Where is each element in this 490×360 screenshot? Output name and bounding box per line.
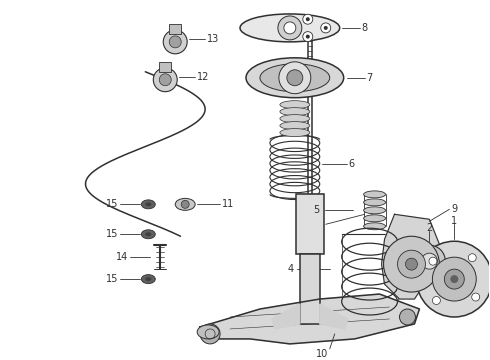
- Polygon shape: [272, 304, 300, 329]
- Circle shape: [163, 30, 187, 54]
- Circle shape: [278, 16, 302, 40]
- Circle shape: [324, 26, 328, 30]
- Circle shape: [287, 70, 303, 86]
- Circle shape: [279, 62, 311, 94]
- Ellipse shape: [146, 277, 151, 281]
- Circle shape: [284, 22, 296, 34]
- Ellipse shape: [364, 223, 386, 230]
- Bar: [300, 254, 320, 324]
- Circle shape: [450, 275, 458, 283]
- Text: 15: 15: [106, 229, 119, 239]
- Text: 1: 1: [451, 216, 457, 226]
- Circle shape: [321, 23, 331, 33]
- Text: 15: 15: [106, 199, 119, 210]
- Circle shape: [397, 250, 425, 278]
- Circle shape: [414, 245, 445, 277]
- Circle shape: [429, 257, 437, 265]
- Circle shape: [153, 68, 177, 92]
- Text: 3: 3: [367, 209, 373, 219]
- Text: 6: 6: [349, 159, 355, 170]
- Circle shape: [432, 257, 476, 301]
- Circle shape: [303, 14, 313, 24]
- Bar: [169, 24, 181, 34]
- Ellipse shape: [240, 14, 340, 42]
- Circle shape: [432, 297, 441, 305]
- Circle shape: [200, 324, 220, 344]
- Ellipse shape: [197, 325, 219, 339]
- Circle shape: [159, 74, 171, 86]
- Ellipse shape: [280, 101, 310, 109]
- Circle shape: [406, 258, 417, 270]
- Text: 15: 15: [106, 274, 119, 284]
- Circle shape: [416, 241, 490, 317]
- Ellipse shape: [280, 108, 310, 116]
- Text: 11: 11: [222, 199, 234, 210]
- Bar: [296, 194, 324, 254]
- Ellipse shape: [280, 114, 310, 123]
- Circle shape: [444, 269, 465, 289]
- Ellipse shape: [364, 207, 386, 214]
- Circle shape: [421, 253, 438, 269]
- Ellipse shape: [146, 232, 151, 236]
- Ellipse shape: [260, 64, 330, 92]
- Text: 5: 5: [314, 205, 320, 215]
- Text: 10: 10: [316, 349, 328, 359]
- Text: 12: 12: [197, 72, 210, 82]
- Text: 13: 13: [207, 34, 220, 44]
- Ellipse shape: [364, 191, 386, 198]
- Circle shape: [399, 309, 416, 325]
- Ellipse shape: [280, 129, 310, 136]
- Circle shape: [468, 254, 476, 262]
- Text: 14: 14: [116, 252, 128, 262]
- Text: 4: 4: [288, 264, 294, 274]
- Ellipse shape: [364, 199, 386, 206]
- Text: 9: 9: [451, 204, 458, 214]
- Circle shape: [306, 35, 310, 39]
- Ellipse shape: [141, 200, 155, 209]
- Text: 2: 2: [426, 223, 433, 233]
- Text: 7: 7: [367, 73, 373, 83]
- Text: 8: 8: [362, 23, 368, 33]
- Ellipse shape: [280, 122, 310, 130]
- Circle shape: [169, 36, 181, 48]
- Circle shape: [384, 236, 440, 292]
- Circle shape: [472, 293, 480, 301]
- Ellipse shape: [246, 58, 343, 98]
- Circle shape: [306, 17, 310, 21]
- Polygon shape: [200, 294, 419, 344]
- Polygon shape: [382, 214, 440, 299]
- Ellipse shape: [175, 198, 195, 210]
- Ellipse shape: [146, 202, 151, 206]
- Circle shape: [303, 32, 313, 42]
- Circle shape: [181, 201, 189, 208]
- Bar: [159, 62, 171, 72]
- Ellipse shape: [141, 275, 155, 284]
- Ellipse shape: [364, 215, 386, 222]
- Ellipse shape: [141, 230, 155, 239]
- Polygon shape: [320, 304, 348, 329]
